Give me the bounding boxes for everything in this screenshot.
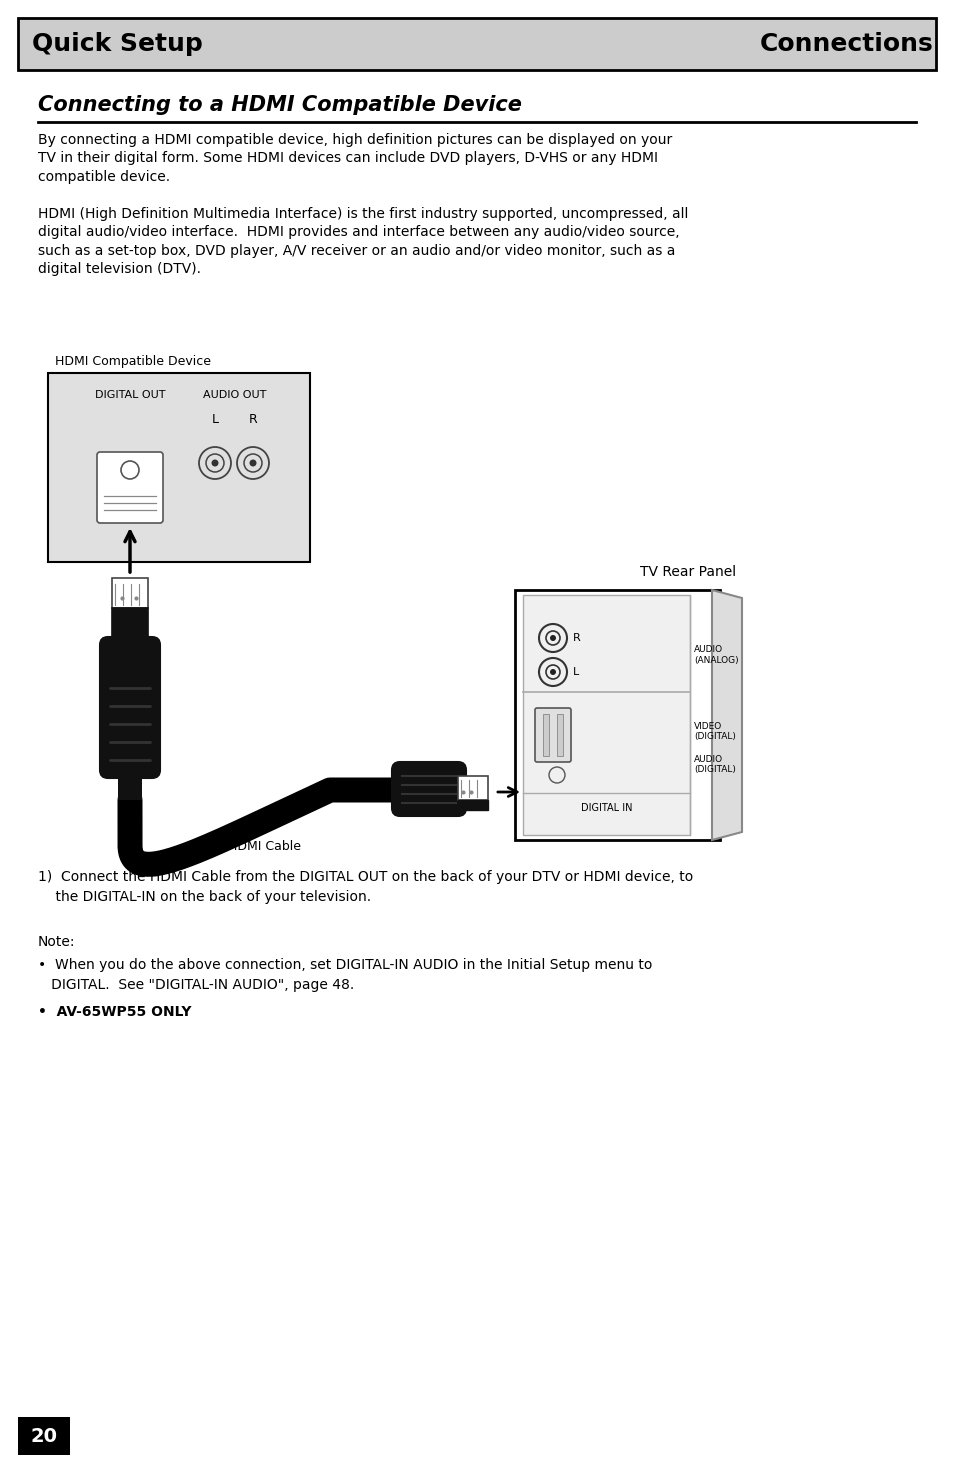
Text: DIGITAL OUT: DIGITAL OUT: [94, 391, 165, 399]
Bar: [522, 595, 689, 834]
Text: •  AV-65WP55 ONLY: • AV-65WP55 ONLY: [38, 1005, 192, 1019]
Circle shape: [250, 460, 256, 466]
Polygon shape: [711, 590, 741, 840]
Bar: [18, 1417, 70, 1455]
Text: By connecting a HDMI compatible device, high definition pictures can be displaye: By connecting a HDMI compatible device, …: [38, 133, 672, 184]
Text: Connecting to a HDMI Compatible Device: Connecting to a HDMI Compatible Device: [38, 94, 521, 115]
Text: HDMI Compatible Device: HDMI Compatible Device: [55, 355, 211, 368]
Circle shape: [550, 635, 556, 641]
Bar: [118, 769, 142, 800]
Circle shape: [212, 460, 218, 466]
Bar: [18, 18, 935, 69]
FancyBboxPatch shape: [535, 708, 571, 762]
Text: HDMI (High Definition Multimedia Interface) is the first industry supported, unc: HDMI (High Definition Multimedia Interfa…: [38, 206, 688, 276]
Text: Note:: Note:: [38, 935, 75, 949]
Bar: [515, 590, 720, 840]
Text: VIDEO
(DIGITAL): VIDEO (DIGITAL): [693, 722, 735, 741]
Text: 1)  Connect the HDMI Cable from the DIGITAL OUT on the back of your DTV or HDMI : 1) Connect the HDMI Cable from the DIGIT…: [38, 870, 693, 904]
Text: 20: 20: [30, 1427, 57, 1446]
Bar: [557, 713, 562, 756]
Text: R: R: [249, 413, 257, 426]
FancyBboxPatch shape: [97, 453, 163, 523]
Text: L: L: [212, 413, 218, 426]
Text: AUDIO
(ANALOG): AUDIO (ANALOG): [693, 646, 738, 665]
Text: R: R: [573, 632, 580, 643]
FancyBboxPatch shape: [112, 578, 148, 607]
Circle shape: [550, 669, 556, 675]
Bar: [542, 713, 548, 756]
FancyBboxPatch shape: [457, 800, 488, 811]
Text: TV Rear Panel: TV Rear Panel: [639, 565, 736, 579]
Bar: [48, 373, 310, 562]
FancyBboxPatch shape: [112, 607, 148, 635]
Text: HDMI Cable: HDMI Cable: [229, 840, 301, 853]
Text: AUDIO OUT: AUDIO OUT: [203, 391, 267, 399]
Text: Quick Setup: Quick Setup: [32, 32, 203, 56]
FancyBboxPatch shape: [100, 637, 160, 778]
Text: DIGITAL IN: DIGITAL IN: [580, 803, 632, 814]
FancyBboxPatch shape: [392, 762, 465, 817]
FancyBboxPatch shape: [457, 775, 488, 800]
Text: •  When you do the above connection, set DIGITAL-IN AUDIO in the Initial Setup m: • When you do the above connection, set …: [38, 958, 652, 992]
Text: AUDIO
(DIGITAL): AUDIO (DIGITAL): [693, 755, 735, 774]
Text: L: L: [573, 668, 578, 677]
Text: Connections: Connections: [760, 32, 933, 56]
